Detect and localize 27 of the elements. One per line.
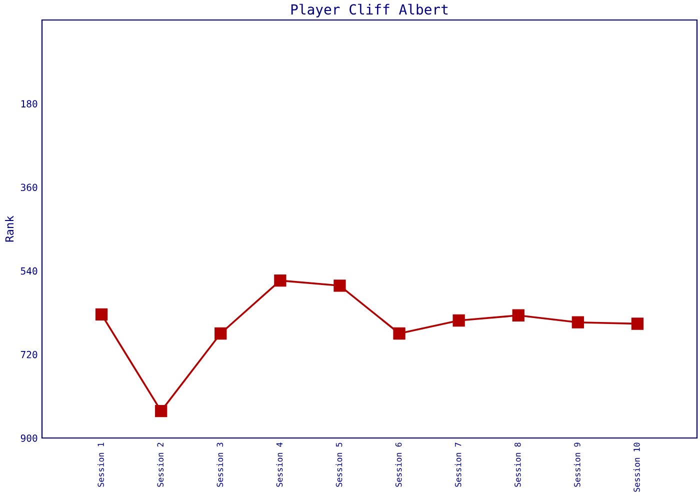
x-tick-label: Session 5 [336,442,342,487]
point [393,327,406,340]
y-tick-label: 540 [20,267,38,275]
x-tick-label: Session 3 [216,442,224,487]
point [274,274,286,287]
point [95,308,108,321]
x-tick-label: Session 2 [157,442,164,487]
x-tick-label: Session 10 [633,442,640,492]
point [214,327,227,340]
x-tick-label: Session 8 [514,442,521,487]
x-tick-label: Session 7 [454,442,462,487]
point [452,314,465,327]
y-axis-title: Rank [5,216,14,242]
point [334,280,346,292]
point [631,318,644,330]
y-tick-label: 180 [21,100,38,108]
x-tick-label: Session 6 [395,442,402,487]
y-tick-label: 360 [20,184,38,192]
point [572,316,584,328]
x-tick-label: Session 9 [574,442,580,487]
x-tick-label: Session 1 [98,442,104,487]
point [155,404,168,418]
y-tick-label: 900 [20,434,38,442]
y-tick-label: 720 [20,350,38,358]
chart-title: Player Cliff Albert [291,4,448,18]
point [512,309,524,322]
x-tick-label: Session 4 [276,442,283,487]
